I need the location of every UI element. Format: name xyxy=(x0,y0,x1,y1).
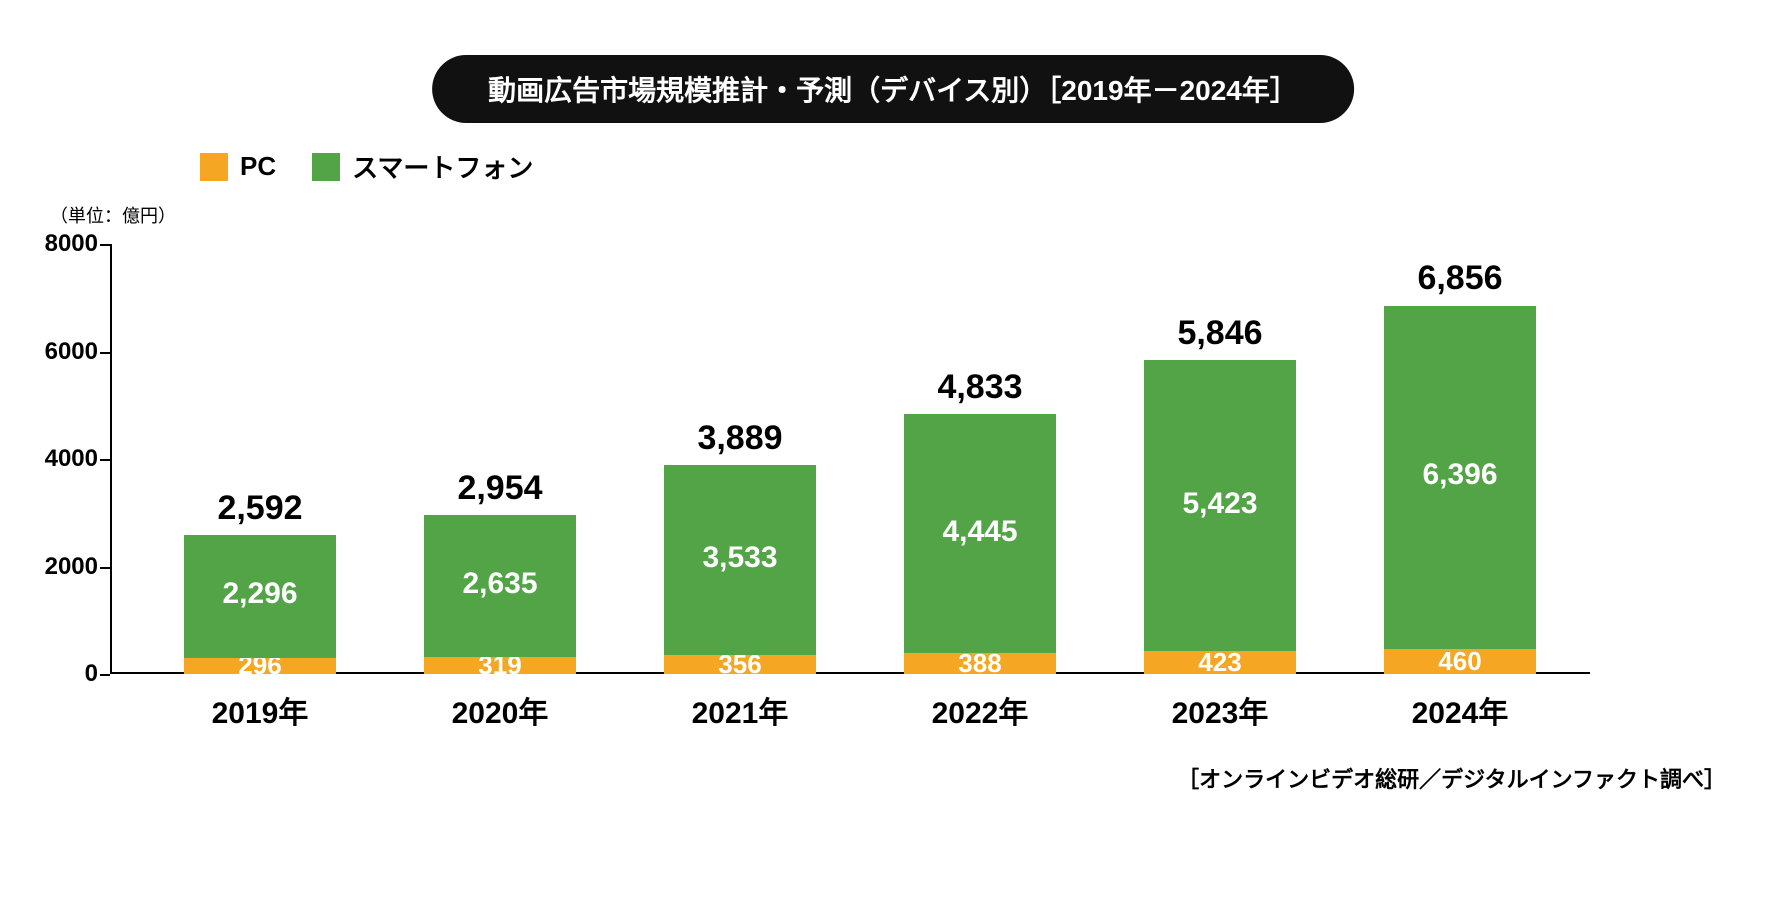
unit-label: （単位：億円） xyxy=(50,202,176,228)
legend-item-phone: スマートフォン xyxy=(312,148,533,185)
y-tick-mark xyxy=(100,459,110,461)
bar-value-phone: 2,635 xyxy=(424,567,576,601)
bar-group: 356 3,533 xyxy=(664,465,816,674)
y-tick-mark xyxy=(100,352,110,354)
bar-group: 388 4,445 xyxy=(904,414,1056,674)
chart-stage: 動画広告市場規模推計・予測（デバイス別）［2019年－2024年］ PC スマート… xyxy=(0,0,1786,908)
bar-value-pc: 460 xyxy=(1384,649,1536,674)
chart-title: 動画広告市場規模推計・予測（デバイス別）［2019年－2024年］ xyxy=(432,55,1354,123)
bar-total-label: 6,856 xyxy=(1364,259,1556,298)
y-tick-mark xyxy=(100,244,110,246)
bar-total-label: 5,846 xyxy=(1124,314,1316,353)
y-tick-label: 8000 xyxy=(18,230,98,258)
y-tick-label: 6000 xyxy=(18,338,98,366)
x-tick-label: 2021年 xyxy=(634,688,846,732)
bar-value-phone: 5,423 xyxy=(1144,487,1296,521)
bar-value-pc: 423 xyxy=(1144,651,1296,674)
bar-group: 423 5,423 xyxy=(1144,360,1296,674)
y-tick-mark xyxy=(100,567,110,569)
plot-area: 020004000600080002962,2962,5922019年3192,… xyxy=(110,244,1590,674)
bar-group: 319 2,635 xyxy=(424,515,576,674)
bar-total-label: 2,592 xyxy=(164,489,356,528)
x-tick-label: 2020年 xyxy=(394,688,606,732)
bar-value-pc: 356 xyxy=(664,655,816,674)
y-tick-label: 0 xyxy=(18,660,98,688)
bar-group: 296 2,296 xyxy=(184,535,336,674)
x-tick-label: 2019年 xyxy=(154,688,366,732)
y-axis xyxy=(110,244,112,674)
legend-label-phone: スマートフォン xyxy=(352,148,533,185)
y-tick-mark xyxy=(100,674,110,676)
legend-swatch-pc xyxy=(200,153,228,181)
bar-value-pc: 319 xyxy=(424,657,576,674)
bar-value-phone: 3,533 xyxy=(664,541,816,575)
x-tick-label: 2022年 xyxy=(874,688,1086,732)
chart-legend: PC スマートフォン xyxy=(200,148,533,185)
bar-value-phone: 2,296 xyxy=(184,577,336,611)
legend-label-pc: PC xyxy=(240,151,276,182)
bar-value-phone: 6,396 xyxy=(1384,458,1536,492)
bar-total-label: 3,889 xyxy=(644,419,836,458)
x-tick-label: 2024年 xyxy=(1354,688,1566,732)
bar-total-label: 4,833 xyxy=(884,368,1076,407)
y-tick-label: 2000 xyxy=(18,553,98,581)
bar-total-label: 2,954 xyxy=(404,469,596,508)
y-tick-label: 4000 xyxy=(18,445,98,473)
legend-swatch-phone xyxy=(312,153,340,181)
source-label: ［オンラインビデオ総研／デジタルインファクト調べ］ xyxy=(1177,762,1726,794)
bar-group: 460 6,396 xyxy=(1384,306,1536,675)
bar-value-phone: 4,445 xyxy=(904,515,1056,549)
x-tick-label: 2023年 xyxy=(1114,688,1326,732)
legend-item-pc: PC xyxy=(200,151,276,182)
bar-value-pc: 296 xyxy=(184,658,336,674)
bar-value-pc: 388 xyxy=(904,653,1056,674)
